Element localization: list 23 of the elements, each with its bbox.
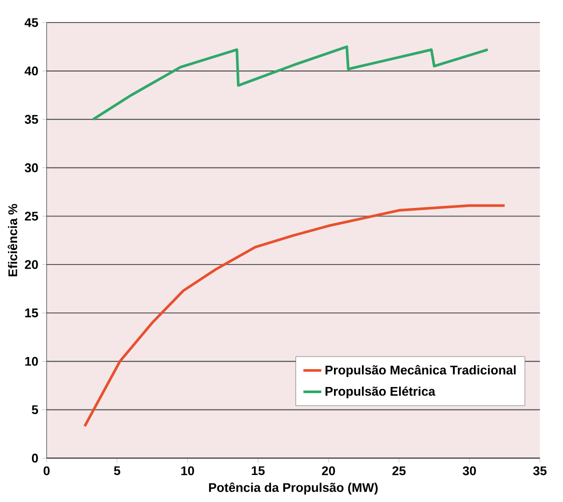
x-tick-label: 25 xyxy=(392,466,406,476)
x-tick-label: 35 xyxy=(533,466,547,476)
y-tick-label: 35 xyxy=(24,114,38,124)
x-tick-label: 0 xyxy=(44,466,50,476)
y-tick-label: 30 xyxy=(24,163,38,172)
y-axis-title: Eficiência % xyxy=(8,204,18,276)
y-tick-label: 40 xyxy=(24,66,38,76)
legend-label: Propulsão Mecânica Tradicional xyxy=(326,364,516,377)
x-tick-label: 15 xyxy=(252,466,265,476)
x-tick-label: 30 xyxy=(462,466,476,476)
x-axis-title: Potência da Propulsão (MW) xyxy=(209,482,378,494)
y-tick-label: 10 xyxy=(25,356,38,366)
line-series xyxy=(92,45,490,121)
y-tick-label: 20 xyxy=(24,260,38,269)
x-tick-label: 10 xyxy=(181,466,194,476)
x-tick-label: 20 xyxy=(322,466,335,476)
y-tick-label: 45 xyxy=(24,18,38,27)
y-tick-label: 5 xyxy=(32,405,38,414)
legend-label: Propulsão Elétrica xyxy=(326,386,436,398)
y-tick-label: 0 xyxy=(32,454,38,463)
x-tick-label: 5 xyxy=(114,466,120,476)
y-tick-label: 25 xyxy=(24,212,38,221)
y-tick-label: 15 xyxy=(25,308,38,318)
